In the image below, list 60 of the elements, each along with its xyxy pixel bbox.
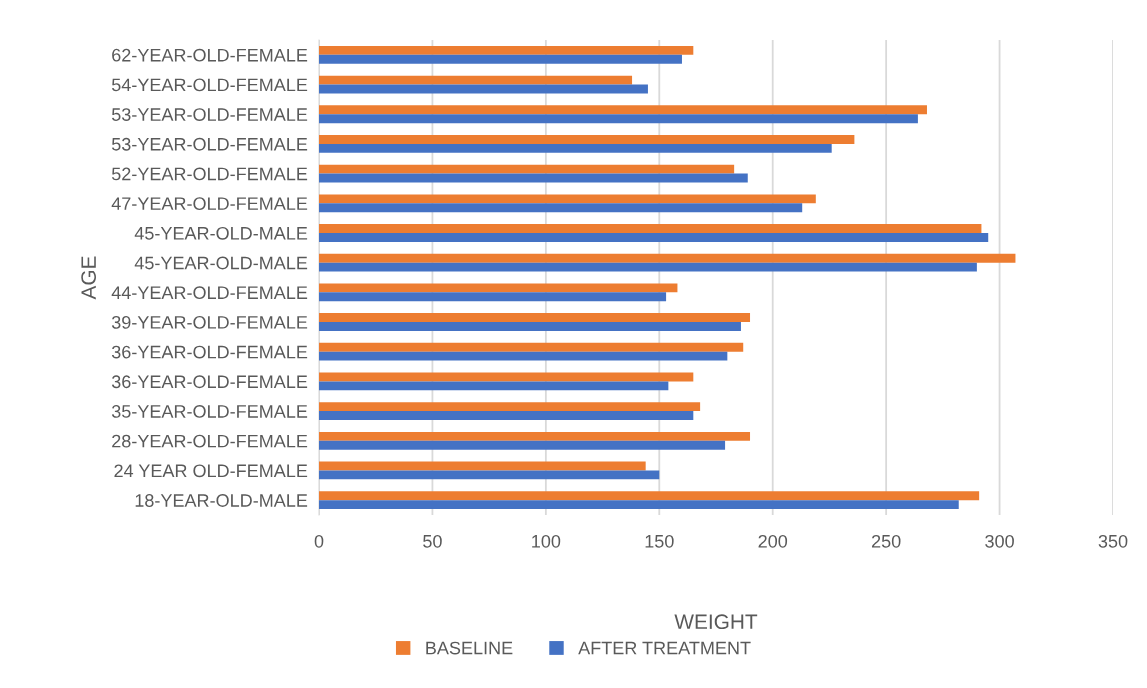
y-tick-label: 53-YEAR-OLD-FEMALE — [111, 137, 308, 151]
bar — [319, 114, 918, 124]
bar — [319, 500, 959, 510]
bar — [319, 105, 927, 115]
bar — [319, 143, 832, 153]
x-tick-label: 300 — [985, 534, 1014, 548]
x-tick-label: 250 — [871, 534, 901, 548]
y-tick-label: 47-YEAR-OLD-FEMALE — [111, 197, 308, 210]
bar — [319, 224, 982, 233]
y-tick-label: 62-YEAR-OLD-FEMALE — [112, 48, 308, 62]
bar — [319, 262, 977, 272]
y-tick-label: 45-YEAR-OLD-MALE — [134, 226, 308, 240]
bar — [319, 292, 667, 302]
bar — [319, 45, 694, 55]
bar — [319, 283, 678, 293]
y-tick-label: 52-YEAR-OLD-FEMALE — [111, 167, 308, 181]
y-tick-label: 45-YEAR-OLD-MALE — [134, 256, 308, 270]
bar — [319, 342, 744, 352]
x-tick-label: 100 — [532, 534, 561, 548]
bar — [319, 203, 803, 213]
x-tick-label: 0 — [314, 534, 324, 548]
bar — [319, 164, 735, 174]
bar — [319, 135, 855, 144]
bar — [319, 322, 741, 331]
x-tick-label: 150 — [645, 534, 674, 548]
bar — [319, 173, 748, 183]
bar — [319, 470, 660, 480]
bar — [319, 351, 728, 361]
y-tick-label: 36-YEAR-OLD-FEMALE — [111, 345, 308, 359]
y-tick-label: 28-YEAR-OLD-FEMALE — [112, 434, 308, 448]
y-tick-label: 54-YEAR-OLD-FEMALE — [111, 78, 308, 92]
bar — [319, 313, 751, 323]
y-tick-label: 39-YEAR-OLD-FEMALE — [111, 315, 308, 329]
bar — [319, 440, 726, 450]
x-axis-title: WEIGHT — [674, 614, 758, 630]
bar — [319, 402, 701, 412]
y-tick-label: 53-YEAR-OLD-FEMALE — [111, 108, 308, 121]
x-tick-label: 50 — [423, 534, 442, 548]
y-axis-title: AGE — [81, 256, 97, 300]
bar — [319, 491, 980, 501]
bar — [319, 411, 694, 420]
bar — [319, 54, 682, 64]
bar — [319, 194, 816, 204]
legend-label: BASELINE — [426, 641, 513, 655]
x-tick-label: 350 — [1098, 534, 1128, 548]
bar — [319, 381, 669, 391]
bar — [319, 461, 646, 471]
y-tick-label: 24 YEAR OLD-FEMALE — [114, 464, 308, 478]
bar — [319, 232, 989, 242]
bar — [319, 253, 1016, 263]
bar — [319, 75, 633, 85]
x-tick-label: 200 — [758, 534, 788, 548]
y-tick-label: 36-YEAR-OLD-FEMALE — [111, 375, 308, 389]
y-tick-label: 35-YEAR-OLD-FEMALE — [111, 405, 308, 418]
legend-label: AFTER TREATMENT — [578, 641, 751, 655]
bar — [319, 372, 694, 382]
y-tick-label: 18-YEAR-OLD-MALE — [135, 494, 308, 507]
bar — [319, 431, 751, 441]
y-tick-label: 44-YEAR-OLD-FEMALE — [111, 286, 308, 300]
bar — [319, 84, 648, 94]
